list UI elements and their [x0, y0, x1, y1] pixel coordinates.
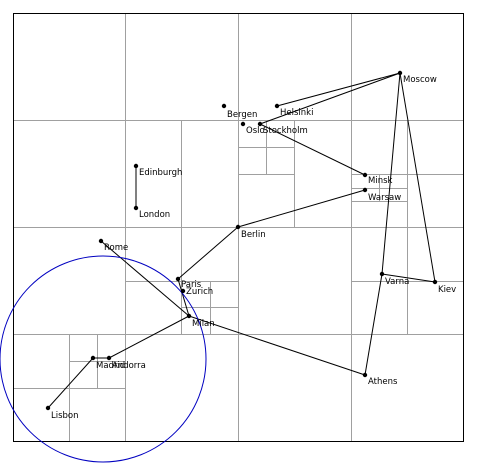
city-label: Bergen — [227, 110, 257, 120]
city-zurich: Zurich — [180, 287, 213, 297]
city-point — [240, 121, 246, 127]
city-point — [257, 121, 263, 127]
city-stockholm: Stockholm — [257, 121, 308, 136]
city-point — [90, 355, 96, 361]
city-point — [274, 103, 280, 109]
query-circle-layer — [0, 255, 207, 463]
city-label: Rome — [104, 243, 128, 253]
city-point — [98, 238, 104, 244]
route-milan-andorra — [108, 315, 190, 359]
city-minsk: Minsk — [362, 172, 393, 186]
city-rome: Rome — [98, 238, 128, 253]
route-moscow-kiev — [399, 72, 436, 283]
route-varna-kiev — [381, 273, 436, 283]
city-label: Athens — [368, 377, 398, 387]
city-label: Edinburgh — [139, 168, 182, 178]
city-berlin: Berlin — [235, 224, 266, 240]
route-moscow-varna — [381, 72, 401, 275]
city-point — [432, 279, 438, 285]
city-point — [362, 187, 368, 193]
city-point — [106, 355, 112, 361]
city-label: Moscow — [403, 75, 437, 85]
route-lines — [47, 72, 436, 409]
route-paris-milan — [177, 278, 190, 317]
city-helsinki: Helsinki — [274, 103, 313, 118]
city-point — [362, 172, 368, 178]
city-warsaw: Warsaw — [362, 187, 401, 203]
city-label: Madrid — [96, 361, 125, 371]
city-label: Warsaw — [368, 193, 401, 203]
city-point — [180, 288, 186, 294]
city-varna: Varna — [379, 271, 409, 287]
city-label: Milan — [192, 319, 215, 329]
city-label: Helsinki — [280, 108, 313, 118]
city-london: London — [133, 205, 170, 220]
city-point — [133, 163, 139, 169]
city-point — [133, 205, 139, 211]
city-label: Kiev — [438, 285, 456, 295]
route-stockholm-minsk — [259, 123, 366, 176]
city-point — [362, 372, 368, 378]
city-label: London — [139, 210, 170, 220]
city-label: Zurich — [186, 287, 213, 297]
city-point — [379, 271, 385, 277]
route-stockholm-moscow — [259, 72, 401, 125]
city-paris: Paris — [175, 276, 202, 290]
city-athens: Athens — [362, 372, 398, 387]
route-warsaw-berlin — [237, 189, 366, 228]
city-point — [175, 276, 181, 282]
city-label: Andorra — [112, 361, 146, 371]
city-label: Oslo — [246, 126, 265, 136]
city-oslo: Oslo — [240, 121, 265, 136]
city-edinburgh: Edinburgh — [133, 163, 182, 178]
city-kiev: Kiev — [432, 279, 456, 295]
city-label: Berlin — [241, 230, 266, 240]
city-madrid: Madrid — [90, 355, 125, 371]
city-lisbon: Lisbon — [45, 405, 79, 421]
city-bergen: Bergen — [221, 103, 257, 120]
route-athens-varna — [364, 273, 383, 376]
city-point — [186, 313, 192, 319]
route-madrid-lisbon — [47, 357, 94, 409]
city-moscow: Moscow — [397, 70, 437, 85]
city-label: Lisbon — [51, 411, 79, 421]
route-berlin-paris — [177, 226, 239, 280]
route-milan-athens — [188, 315, 366, 376]
city-point — [235, 224, 241, 230]
city-point — [45, 405, 51, 411]
route-rome-milan — [100, 240, 190, 317]
city-label: Stockholm — [263, 126, 308, 136]
city-label: Varna — [385, 277, 409, 287]
city-point — [397, 70, 403, 76]
diagram-frame — [13, 13, 464, 442]
city-point — [221, 103, 227, 109]
route-helsinki-moscow — [276, 72, 401, 107]
city-andorra: Andorra — [106, 355, 146, 371]
query-circle — [0, 255, 207, 463]
city-milan: Milan — [186, 313, 215, 329]
city-label: Minsk — [368, 176, 393, 186]
city-label: Paris — [181, 280, 202, 290]
